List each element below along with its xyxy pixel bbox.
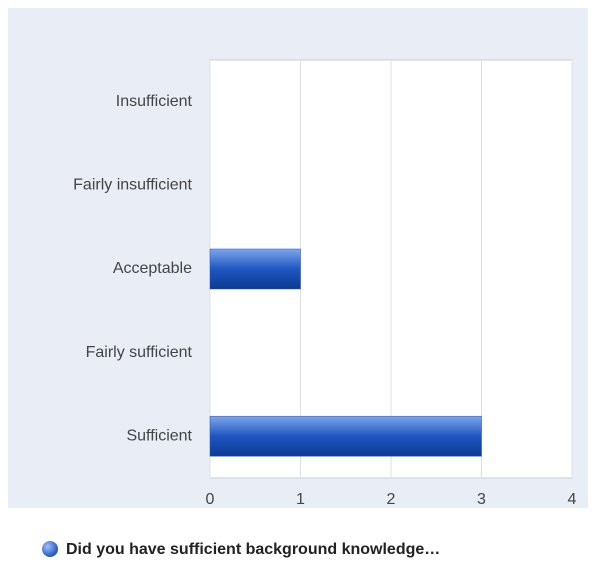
x-tick-label: 1 xyxy=(296,491,305,508)
y-tick-label: Insufficient xyxy=(116,93,193,110)
y-tick-label: Fairly insufficient xyxy=(73,177,192,194)
x-tick-label: 3 xyxy=(477,491,486,508)
y-tick-label: Fairly sufficient xyxy=(86,344,193,361)
legend-label: Did you have sufficient background knowl… xyxy=(66,541,440,558)
y-tick-label: Sufficient xyxy=(126,427,192,444)
bar xyxy=(209,415,482,457)
x-tick-label: 0 xyxy=(206,491,215,508)
x-tick-label: 4 xyxy=(568,491,577,508)
legend-marker xyxy=(42,541,58,557)
x-tick-label: 2 xyxy=(387,491,396,508)
y-tick-label: Acceptable xyxy=(113,260,192,277)
bar xyxy=(209,248,301,290)
